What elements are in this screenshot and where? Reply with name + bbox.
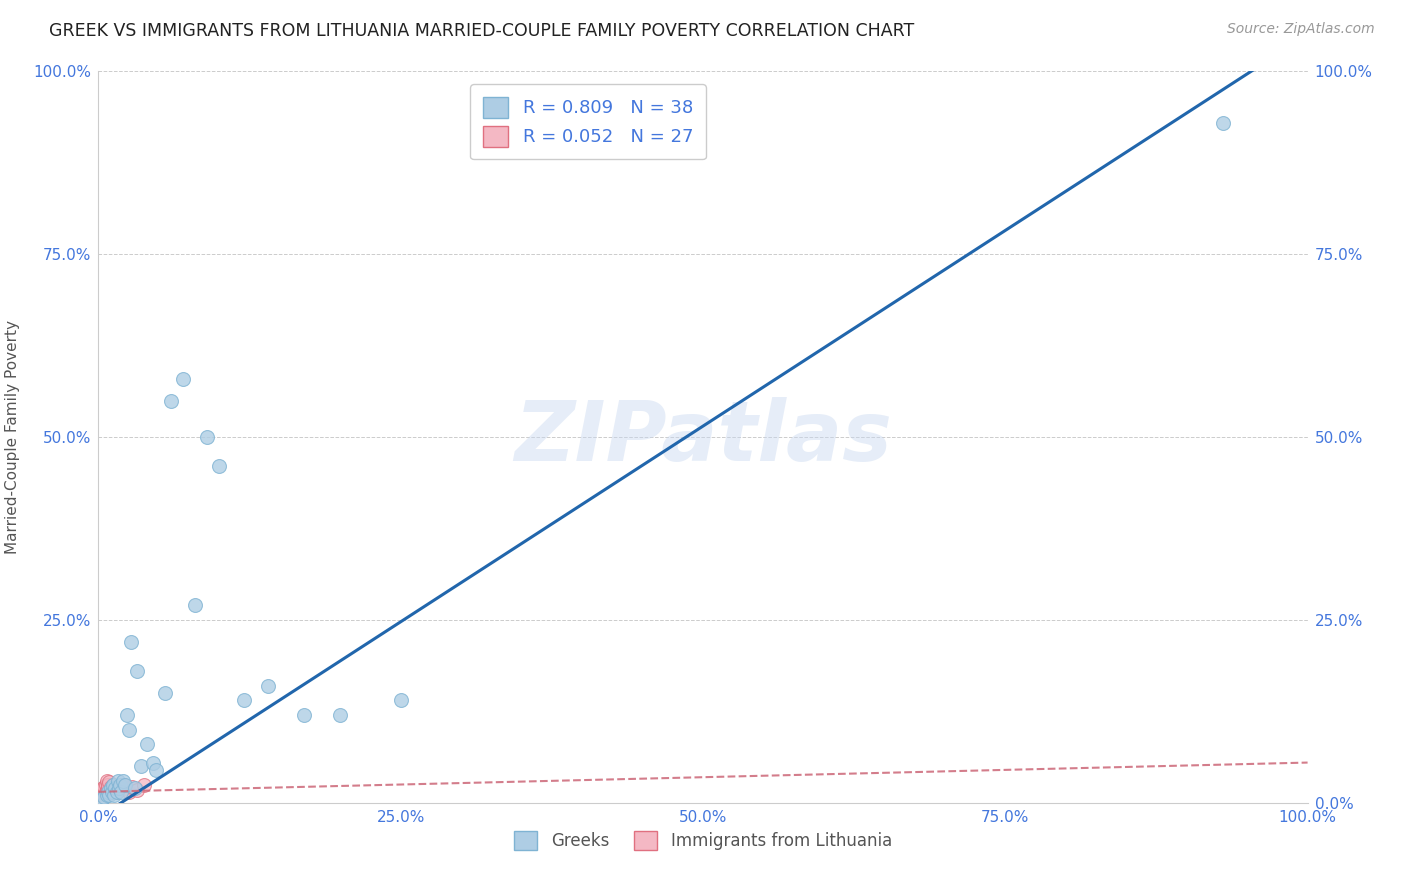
Point [292, 708, 315, 723]
Point [97, 781, 120, 796]
Point [108, 778, 131, 792]
Point [100, 785, 122, 799]
Text: Source: ZipAtlas.com: Source: ZipAtlas.com [1227, 22, 1375, 37]
Point [110, 785, 132, 799]
Point [105, 785, 128, 799]
Point [124, 781, 146, 796]
Point [94, 778, 117, 792]
Point [107, 780, 129, 794]
Point [389, 693, 412, 707]
Point [98, 787, 121, 801]
Point [101, 778, 124, 792]
Point [91, 782, 114, 797]
Point [96, 773, 118, 788]
Point [232, 693, 254, 707]
Point [90, 785, 112, 799]
Point [104, 781, 127, 796]
Point [91, 792, 114, 806]
Point [118, 723, 141, 737]
Point [172, 371, 194, 385]
Point [121, 780, 143, 794]
Point [101, 778, 124, 792]
Point [118, 785, 141, 799]
Point [142, 756, 165, 770]
Point [111, 778, 134, 792]
Point [107, 773, 129, 788]
Point [97, 785, 120, 799]
Point [94, 785, 117, 799]
Point [184, 599, 207, 613]
Point [98, 789, 121, 803]
Point [103, 789, 125, 803]
Legend: Greeks, Immigrants from Lithuania: Greeks, Immigrants from Lithuania [508, 824, 898, 856]
Point [93, 780, 115, 794]
Point [105, 785, 128, 799]
Point [108, 782, 131, 797]
Point [108, 781, 131, 796]
Point [1212, 115, 1234, 129]
Point [153, 686, 176, 700]
Point [98, 775, 121, 789]
Point [111, 773, 134, 788]
Point [91, 781, 114, 796]
Text: GREEK VS IMMIGRANTS FROM LITHUANIA MARRIED-COUPLE FAMILY POVERTY CORRELATION CHA: GREEK VS IMMIGRANTS FROM LITHUANIA MARRI… [49, 22, 914, 40]
Point [256, 679, 278, 693]
Point [127, 782, 149, 797]
Point [135, 737, 157, 751]
Point [117, 708, 139, 723]
Point [89, 787, 111, 801]
Point [120, 635, 142, 649]
Point [160, 393, 183, 408]
Text: ZIPatlas: ZIPatlas [515, 397, 891, 477]
Point [114, 778, 136, 792]
Point [96, 782, 118, 797]
Point [195, 430, 218, 444]
Point [114, 781, 136, 796]
Point [329, 708, 352, 723]
Point [129, 759, 152, 773]
Point [100, 780, 122, 794]
Point [96, 789, 118, 803]
Point [93, 789, 115, 804]
Point [127, 664, 149, 678]
Point [100, 781, 122, 796]
Point [97, 778, 120, 792]
Point [100, 785, 122, 799]
Point [103, 782, 125, 797]
Point [145, 763, 167, 777]
Point [134, 778, 156, 792]
Point [208, 459, 231, 474]
Y-axis label: Married-Couple Family Poverty: Married-Couple Family Poverty [4, 320, 20, 554]
Point [104, 781, 127, 796]
